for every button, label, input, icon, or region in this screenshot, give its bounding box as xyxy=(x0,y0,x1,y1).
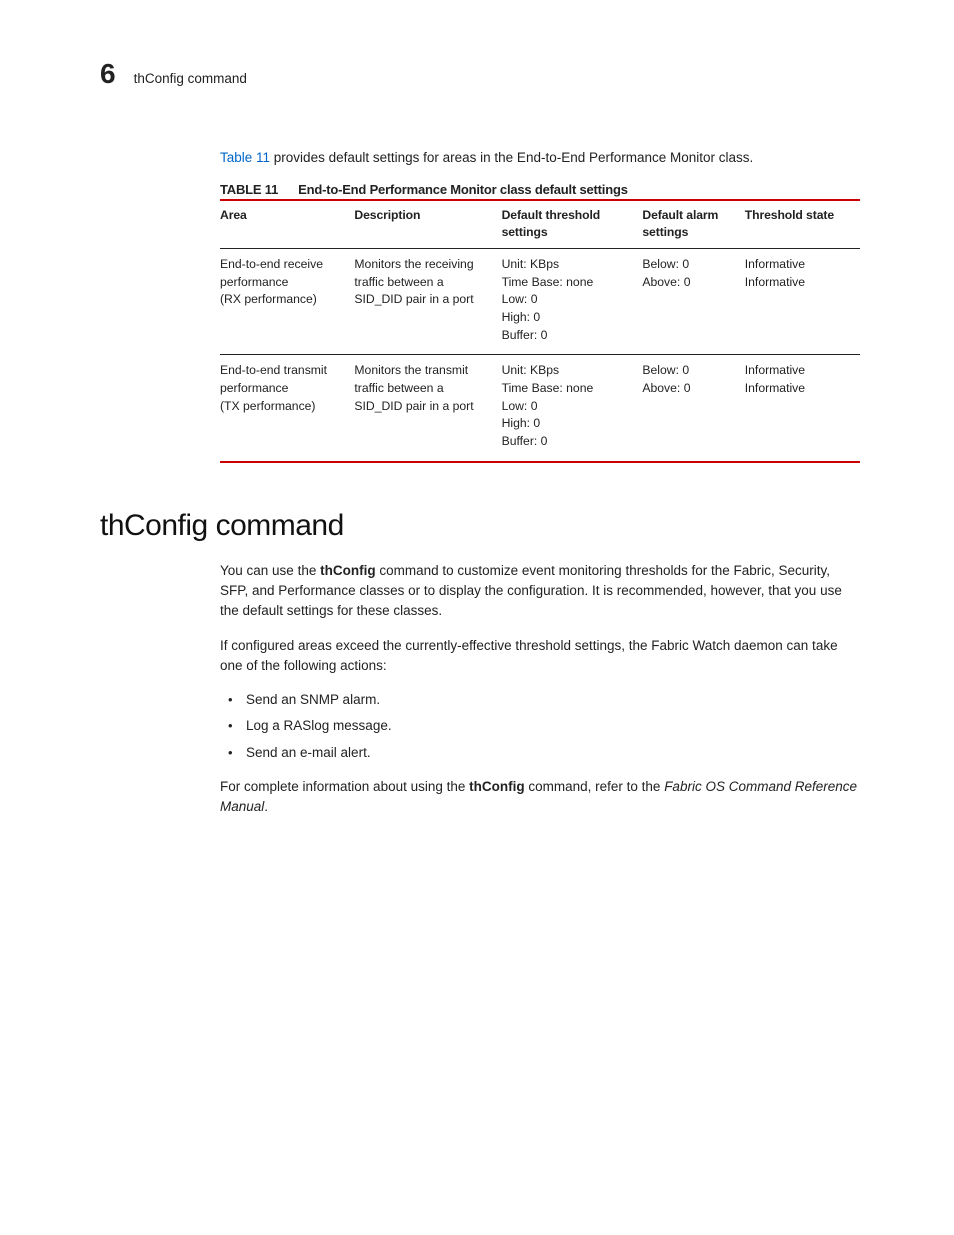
col-header-description: Description xyxy=(354,200,501,249)
cell-alarm: Below: 0 Above: 0 xyxy=(642,248,744,354)
table-intro-text: provides default settings for areas in t… xyxy=(270,150,753,165)
action-list: Send an SNMP alarm. Log a RASlog message… xyxy=(220,690,860,763)
list-item: Send an SNMP alarm. xyxy=(220,690,860,710)
body-column: Table 11 provides default settings for a… xyxy=(220,148,860,463)
section-para-2: If configured areas exceed the currently… xyxy=(220,636,860,677)
col-header-alarm: Default alarm settings xyxy=(642,200,744,249)
para1-cmd: thConfig xyxy=(320,563,375,578)
list-item: Log a RASlog message. xyxy=(220,716,860,736)
cell-alarm: Below: 0 Above: 0 xyxy=(642,355,744,462)
settings-table: Area Description Default threshold setti… xyxy=(220,199,860,463)
section-para-1: You can use the thConfig command to cust… xyxy=(220,561,860,622)
cell-area: End-to-end transmit performance (TX perf… xyxy=(220,355,354,462)
cell-area: End-to-end receive performance (RX perfo… xyxy=(220,248,354,354)
col-header-area: Area xyxy=(220,200,354,249)
table-xref-link[interactable]: Table 11 xyxy=(220,150,270,165)
cell-threshold: Unit: KBps Time Base: none Low: 0 High: … xyxy=(502,248,643,354)
col-header-state: Threshold state xyxy=(745,200,860,249)
para3-text-c: . xyxy=(264,799,268,814)
page: 6 thConfig command Table 11 provides def… xyxy=(0,0,954,1235)
table-label: TABLE 11 xyxy=(220,182,278,197)
para3-text-b: command, refer to the xyxy=(525,779,665,794)
section-para-3: For complete information about using the… xyxy=(220,777,860,818)
running-head: 6 thConfig command xyxy=(100,58,864,90)
para3-text-a: For complete information about using the xyxy=(220,779,469,794)
chapter-number: 6 xyxy=(100,58,116,90)
table-header-row: Area Description Default threshold setti… xyxy=(220,200,860,249)
para1-text-a: You can use the xyxy=(220,563,320,578)
cell-description: Monitors the receiving traffic between a… xyxy=(354,248,501,354)
list-item: Send an e-mail alert. xyxy=(220,743,860,763)
para3-cmd: thConfig xyxy=(469,779,524,794)
table-caption: TABLE 11 End-to-End Performance Monitor c… xyxy=(220,182,860,197)
cell-state: Informative Informative xyxy=(745,248,860,354)
cell-state: Informative Informative xyxy=(745,355,860,462)
section-body: You can use the thConfig command to cust… xyxy=(220,561,860,818)
table-row: End-to-end transmit performance (TX perf… xyxy=(220,355,860,462)
cell-threshold: Unit: KBps Time Base: none Low: 0 High: … xyxy=(502,355,643,462)
cell-description: Monitors the transmit traffic between a … xyxy=(354,355,501,462)
section-heading: thConfig command xyxy=(100,509,864,543)
col-header-threshold: Default threshold settings xyxy=(502,200,643,249)
table-row: End-to-end receive performance (RX perfo… xyxy=(220,248,860,354)
running-title: thConfig command xyxy=(134,71,247,86)
table-intro: Table 11 provides default settings for a… xyxy=(220,148,860,168)
table-caption-text: End-to-End Performance Monitor class def… xyxy=(298,182,628,197)
